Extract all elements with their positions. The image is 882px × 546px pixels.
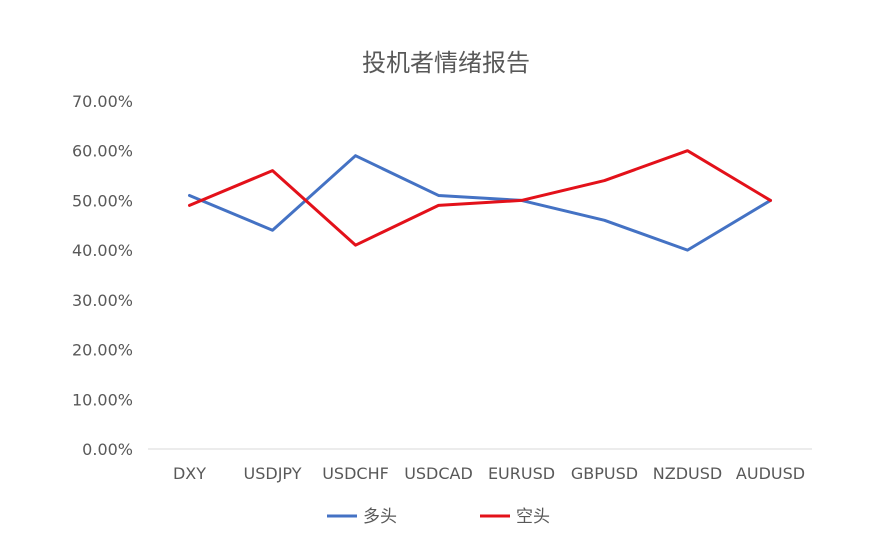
y-tick-label: 20.00%	[72, 341, 133, 360]
y-tick-label: 50.00%	[72, 191, 133, 210]
y-tick-label: 40.00%	[72, 241, 133, 260]
y-tick-label: 30.00%	[72, 291, 133, 310]
y-tick-label: 10.00%	[72, 390, 133, 409]
y-tick-label: 60.00%	[72, 142, 133, 161]
x-tick-label: USDJPY	[244, 464, 302, 483]
chart-title: 投机者情绪报告	[362, 49, 530, 77]
x-tick-label: DXY	[173, 464, 206, 483]
x-axis-ticks: DXY USDJPY USDCHF USDCAD EURUSD GBPUSD NZDUSD A…	[173, 464, 805, 483]
legend: 多头 空头	[327, 507, 550, 527]
x-tick-label: GBPUSD	[571, 464, 638, 483]
x-tick-label: NZDUSD	[653, 464, 722, 483]
x-tick-label: AUDUSD	[736, 464, 805, 483]
y-tick-label: 70.00%	[72, 92, 133, 111]
x-tick-label: EURUSD	[488, 464, 555, 483]
x-tick-label: USDCHF	[322, 464, 389, 483]
legend-label: 空头	[516, 507, 550, 527]
y-axis-ticks: 0.00% 10.00% 20.00% 30.00% 40.00% 50.00% 60.00…	[72, 92, 133, 459]
series-lines	[188, 149, 772, 252]
legend-label: 多头	[363, 507, 397, 527]
y-tick-label: 0.00%	[82, 440, 133, 459]
series-line-1	[188, 149, 772, 247]
series-line-0	[188, 154, 772, 252]
x-tick-label: USDCAD	[404, 464, 473, 483]
